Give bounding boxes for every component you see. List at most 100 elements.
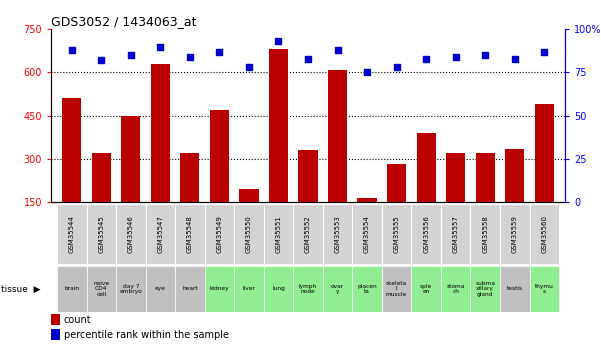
Bar	[145, 266, 175, 312]
Point	[421, 56, 431, 61]
Bar	[264, 204, 293, 264]
Bar	[239, 189, 258, 202]
Bar	[234, 204, 264, 264]
Bar	[411, 204, 441, 264]
Text: ovar
y: ovar y	[331, 284, 344, 294]
Bar	[500, 266, 529, 312]
Bar	[145, 204, 175, 264]
Bar	[205, 266, 234, 312]
Text: GSM35547: GSM35547	[157, 215, 163, 253]
Text: lymph
node: lymph node	[299, 284, 317, 294]
Bar	[299, 150, 317, 202]
Bar	[446, 153, 465, 202]
Bar	[175, 266, 205, 312]
Bar	[475, 153, 495, 202]
Text: GSM35554: GSM35554	[364, 215, 370, 253]
Point	[185, 54, 195, 60]
Text: GSM35555: GSM35555	[394, 215, 400, 253]
Text: thymu
s: thymu s	[535, 284, 554, 294]
Bar	[116, 204, 145, 264]
Bar	[441, 204, 471, 264]
Bar	[323, 204, 352, 264]
Text: GSM35546: GSM35546	[128, 215, 134, 253]
Text: GSM35544: GSM35544	[69, 215, 75, 253]
Bar	[505, 149, 524, 202]
Bar	[62, 98, 81, 202]
Text: sple
en: sple en	[420, 284, 432, 294]
Bar	[529, 266, 559, 312]
Bar	[352, 204, 382, 264]
Bar	[116, 266, 145, 312]
Bar	[352, 266, 382, 312]
Bar	[328, 70, 347, 202]
Bar	[210, 110, 229, 202]
Bar	[151, 64, 170, 202]
Point	[156, 44, 165, 49]
Bar	[51, 329, 60, 340]
Text: percentile rank within the sample: percentile rank within the sample	[64, 330, 229, 340]
Bar	[500, 204, 529, 264]
Text: testis: testis	[507, 286, 523, 292]
Point	[510, 56, 519, 61]
Text: day 7
embryо: day 7 embryо	[120, 284, 142, 294]
Text: GSM35552: GSM35552	[305, 215, 311, 253]
Bar	[441, 266, 471, 312]
Point	[333, 47, 343, 53]
Text: GSM35549: GSM35549	[216, 215, 222, 253]
Text: GSM35548: GSM35548	[187, 215, 193, 253]
Point	[215, 49, 224, 55]
Bar	[264, 266, 293, 312]
Bar	[358, 197, 377, 202]
Bar	[57, 204, 87, 264]
Point	[451, 54, 460, 60]
Point	[303, 56, 313, 61]
Bar	[382, 204, 411, 264]
Text: GSM35559: GSM35559	[511, 215, 517, 253]
Text: liver: liver	[243, 286, 255, 292]
Point	[244, 65, 254, 70]
Text: subma
xillary
gland: subma xillary gland	[475, 280, 495, 297]
Text: naive
CD4
cell: naive CD4 cell	[93, 280, 109, 297]
Text: GSM35551: GSM35551	[275, 215, 281, 253]
Bar	[51, 314, 60, 325]
Point	[540, 49, 549, 55]
Text: count: count	[64, 315, 91, 325]
Bar	[92, 153, 111, 202]
Text: GSM35550: GSM35550	[246, 215, 252, 253]
Bar	[471, 266, 500, 312]
Point	[480, 52, 490, 58]
Text: GSM35560: GSM35560	[542, 215, 548, 253]
Text: GSM35556: GSM35556	[423, 215, 429, 253]
Point	[273, 39, 283, 44]
Bar	[269, 49, 288, 202]
Point	[126, 52, 136, 58]
Bar	[234, 266, 264, 312]
Text: tissue  ▶: tissue ▶	[1, 284, 41, 294]
Point	[362, 70, 372, 75]
Text: brain: brain	[64, 286, 79, 292]
Bar	[411, 266, 441, 312]
Text: GSM35557: GSM35557	[453, 215, 459, 253]
Text: GSM35545: GSM35545	[99, 215, 105, 253]
Bar	[293, 266, 323, 312]
Point	[67, 47, 76, 53]
Bar	[121, 116, 141, 202]
Text: stoma
ch: stoma ch	[447, 284, 465, 294]
Bar	[57, 266, 87, 312]
Bar	[535, 104, 554, 202]
Bar	[180, 153, 200, 202]
Bar	[471, 204, 500, 264]
Text: GDS3052 / 1434063_at: GDS3052 / 1434063_at	[51, 15, 197, 28]
Text: lung: lung	[272, 286, 285, 292]
Bar	[416, 133, 436, 202]
Bar	[323, 266, 352, 312]
Bar	[382, 266, 411, 312]
Text: heart: heart	[182, 286, 198, 292]
Bar	[387, 165, 406, 202]
Text: kidney: kidney	[210, 286, 229, 292]
Text: skeleta
l
muscle: skeleta l muscle	[386, 280, 407, 297]
Point	[97, 58, 106, 63]
Text: eye: eye	[155, 286, 166, 292]
Bar	[205, 204, 234, 264]
Bar	[175, 204, 205, 264]
